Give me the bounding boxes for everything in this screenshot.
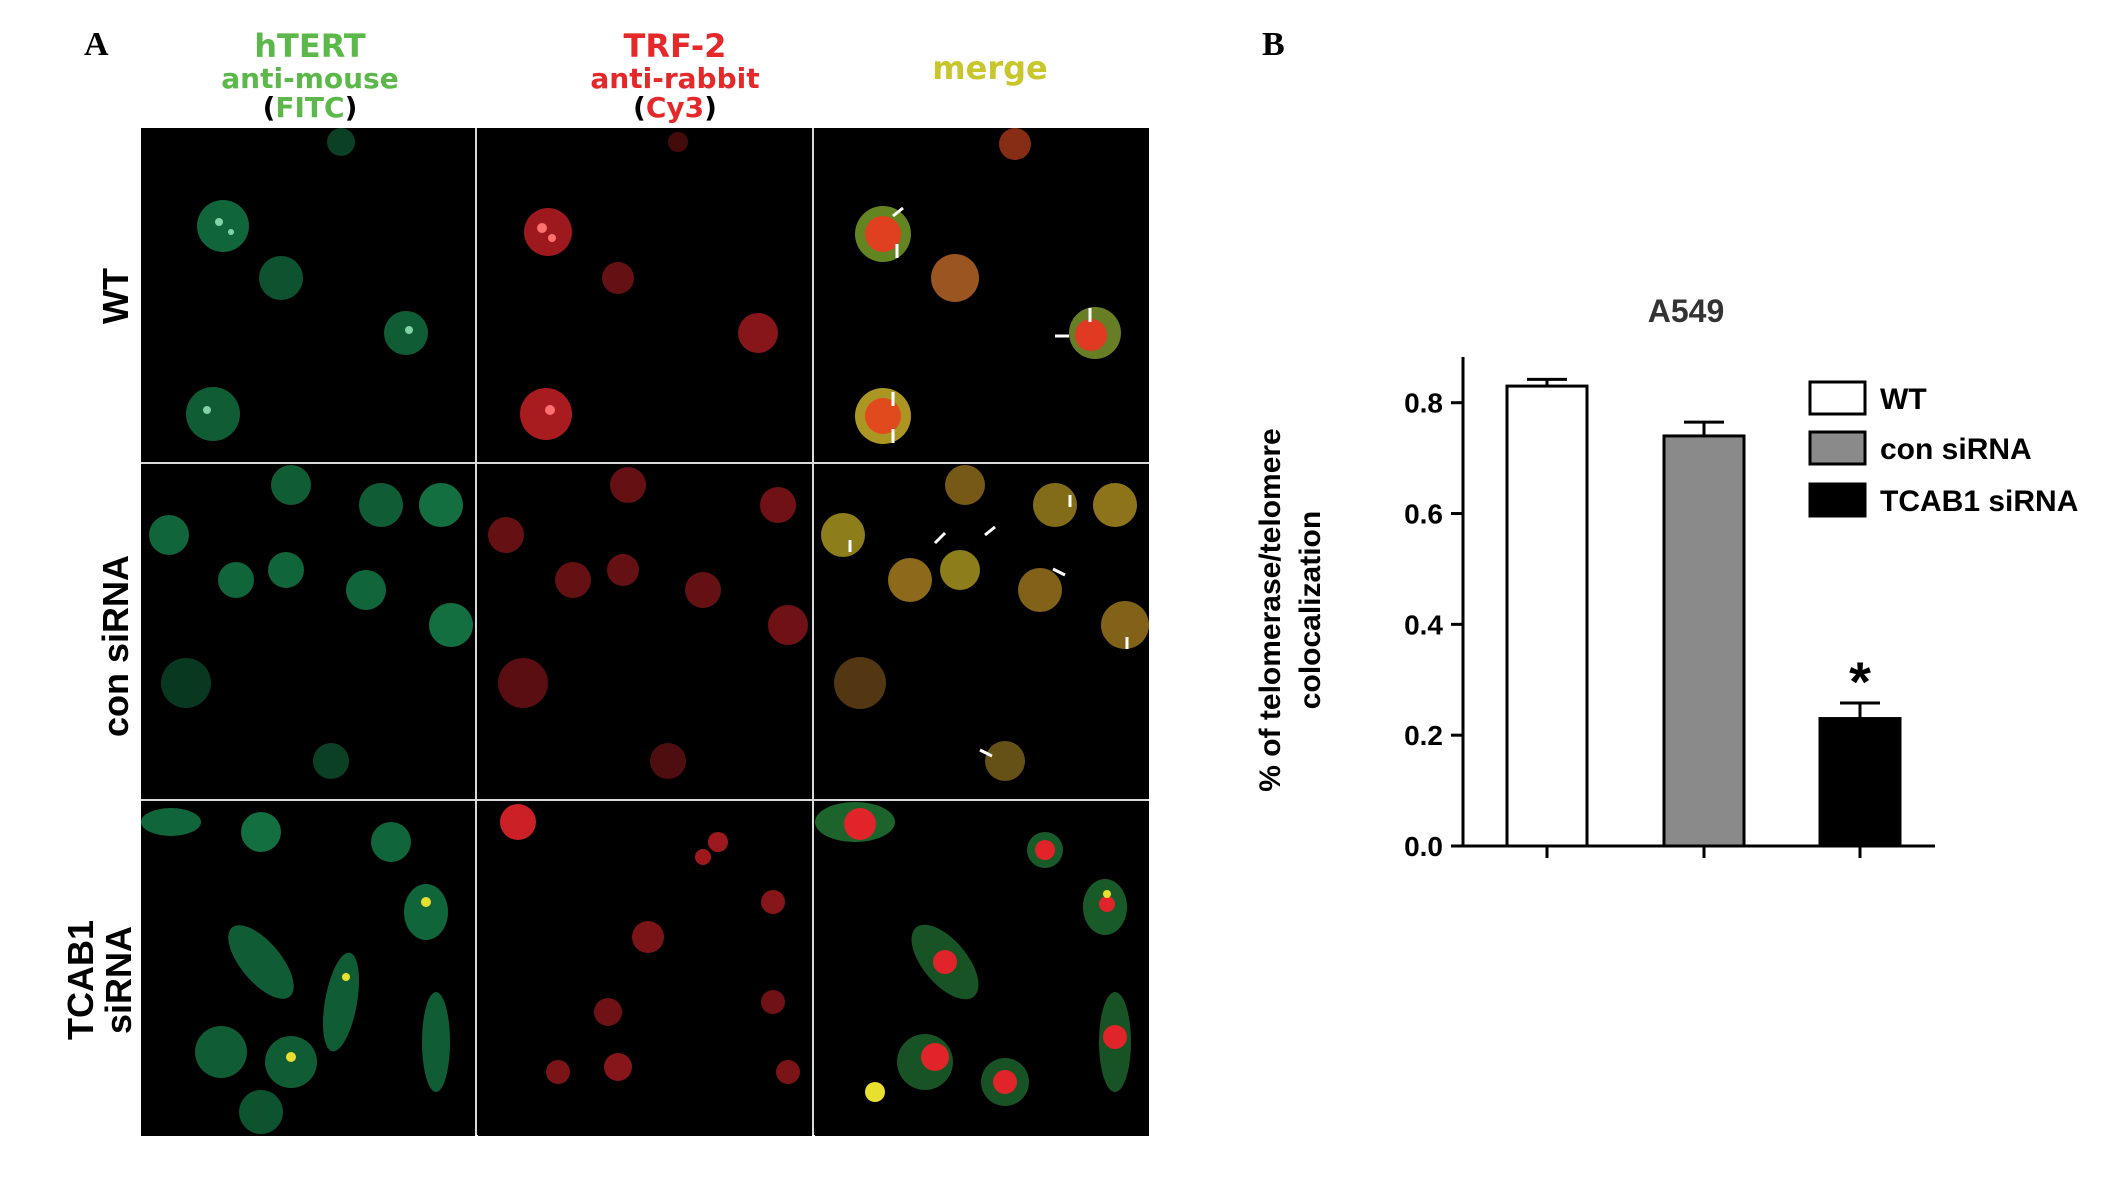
micrograph-image — [141, 808, 450, 1134]
row-label-tcab1-line1: TCAB1 — [60, 919, 102, 1041]
micrograph-image — [855, 128, 1121, 444]
row-label-tcab1-line2: siRNA — [98, 925, 139, 1035]
grid-divider — [141, 799, 1149, 801]
chart-title: A549 — [1648, 293, 1725, 329]
micrograph-image — [520, 132, 778, 440]
y-tick-label: 0.2 — [1404, 720, 1443, 751]
grid-divider — [141, 462, 1149, 464]
row-label-wt: WT — [95, 268, 137, 324]
micrograph-grid — [141, 128, 1149, 1136]
TRF2-title: TRF-2 — [623, 27, 727, 65]
micrograph-wt-fitc — [141, 128, 475, 462]
legend-label-1: con siRNA — [1880, 433, 2032, 466]
y-tick-label: 0.6 — [1404, 499, 1443, 530]
bar-0 — [1505, 384, 1589, 848]
micrograph-tcab1-cy3 — [478, 802, 812, 1136]
micrograph-con-fitc — [141, 465, 475, 799]
micrograph-image — [821, 465, 1149, 781]
bar-1 — [1662, 434, 1746, 848]
micrograph-image — [186, 128, 428, 441]
hTERT-antibody: anti-mouse — [221, 61, 399, 95]
legend-label-0: WT — [1880, 383, 1927, 416]
legend-swatch-1 — [1808, 430, 1867, 466]
panel-b-letter: B — [1262, 26, 1285, 63]
grid-divider — [475, 128, 477, 1135]
TRF2-stain: (Cy3) — [633, 90, 717, 124]
panel-a-letter: A — [84, 26, 109, 63]
hTERT-stain: (FITC) — [262, 90, 358, 124]
micrograph-image — [149, 465, 473, 779]
micrograph-tcab1-fitc — [141, 802, 475, 1136]
legend-swatch-0 — [1808, 380, 1867, 416]
y-axis-label: % of telomerase/telomere colocalization — [1254, 428, 1327, 791]
y-tick-label: 0.8 — [1404, 388, 1443, 419]
merge-title: merge — [932, 49, 1048, 87]
y-tick-label: 0.0 — [1404, 831, 1443, 862]
legend-label-2: TCAB1 siRNA — [1880, 485, 2078, 518]
y-tick-label: 0.4 — [1404, 609, 1443, 640]
row-label-con-sirna: con siRNA — [95, 554, 137, 738]
bar-chart-svg: A549 % of telomerase/telomere colocalizati… — [1254, 293, 2078, 862]
micrograph-con-merge — [815, 465, 1149, 799]
micrograph-wt-merge — [815, 128, 1149, 462]
micrograph-wt-cy3 — [478, 128, 812, 462]
micrograph-tcab1-merge — [815, 802, 1149, 1136]
grid-divider — [812, 128, 814, 1135]
micrograph-image — [488, 467, 808, 779]
legend-swatch-2 — [1808, 482, 1867, 518]
TRF2-antibody: anti-rabbit — [590, 61, 760, 95]
column-header-hTERT: hTERT anti-mouse (FITC) — [200, 27, 420, 124]
column-header-TRF2: TRF-2 anti-rabbit (Cy3) — [560, 27, 790, 124]
hTERT-title: hTERT — [254, 27, 366, 65]
micrograph-image — [815, 802, 1131, 1106]
micrograph-con-cy3 — [478, 465, 812, 799]
bar-chart: A549 % of telomerase/telomere colocalizati… — [1240, 280, 2120, 900]
row-label-tcab1-sirna: TCAB1 siRNA — [60, 919, 139, 1041]
bar-2 — [1818, 717, 1902, 848]
significance-marker: * — [1849, 650, 1871, 713]
column-header-merge: merge — [890, 49, 1090, 87]
micrograph-image — [500, 804, 800, 1084]
